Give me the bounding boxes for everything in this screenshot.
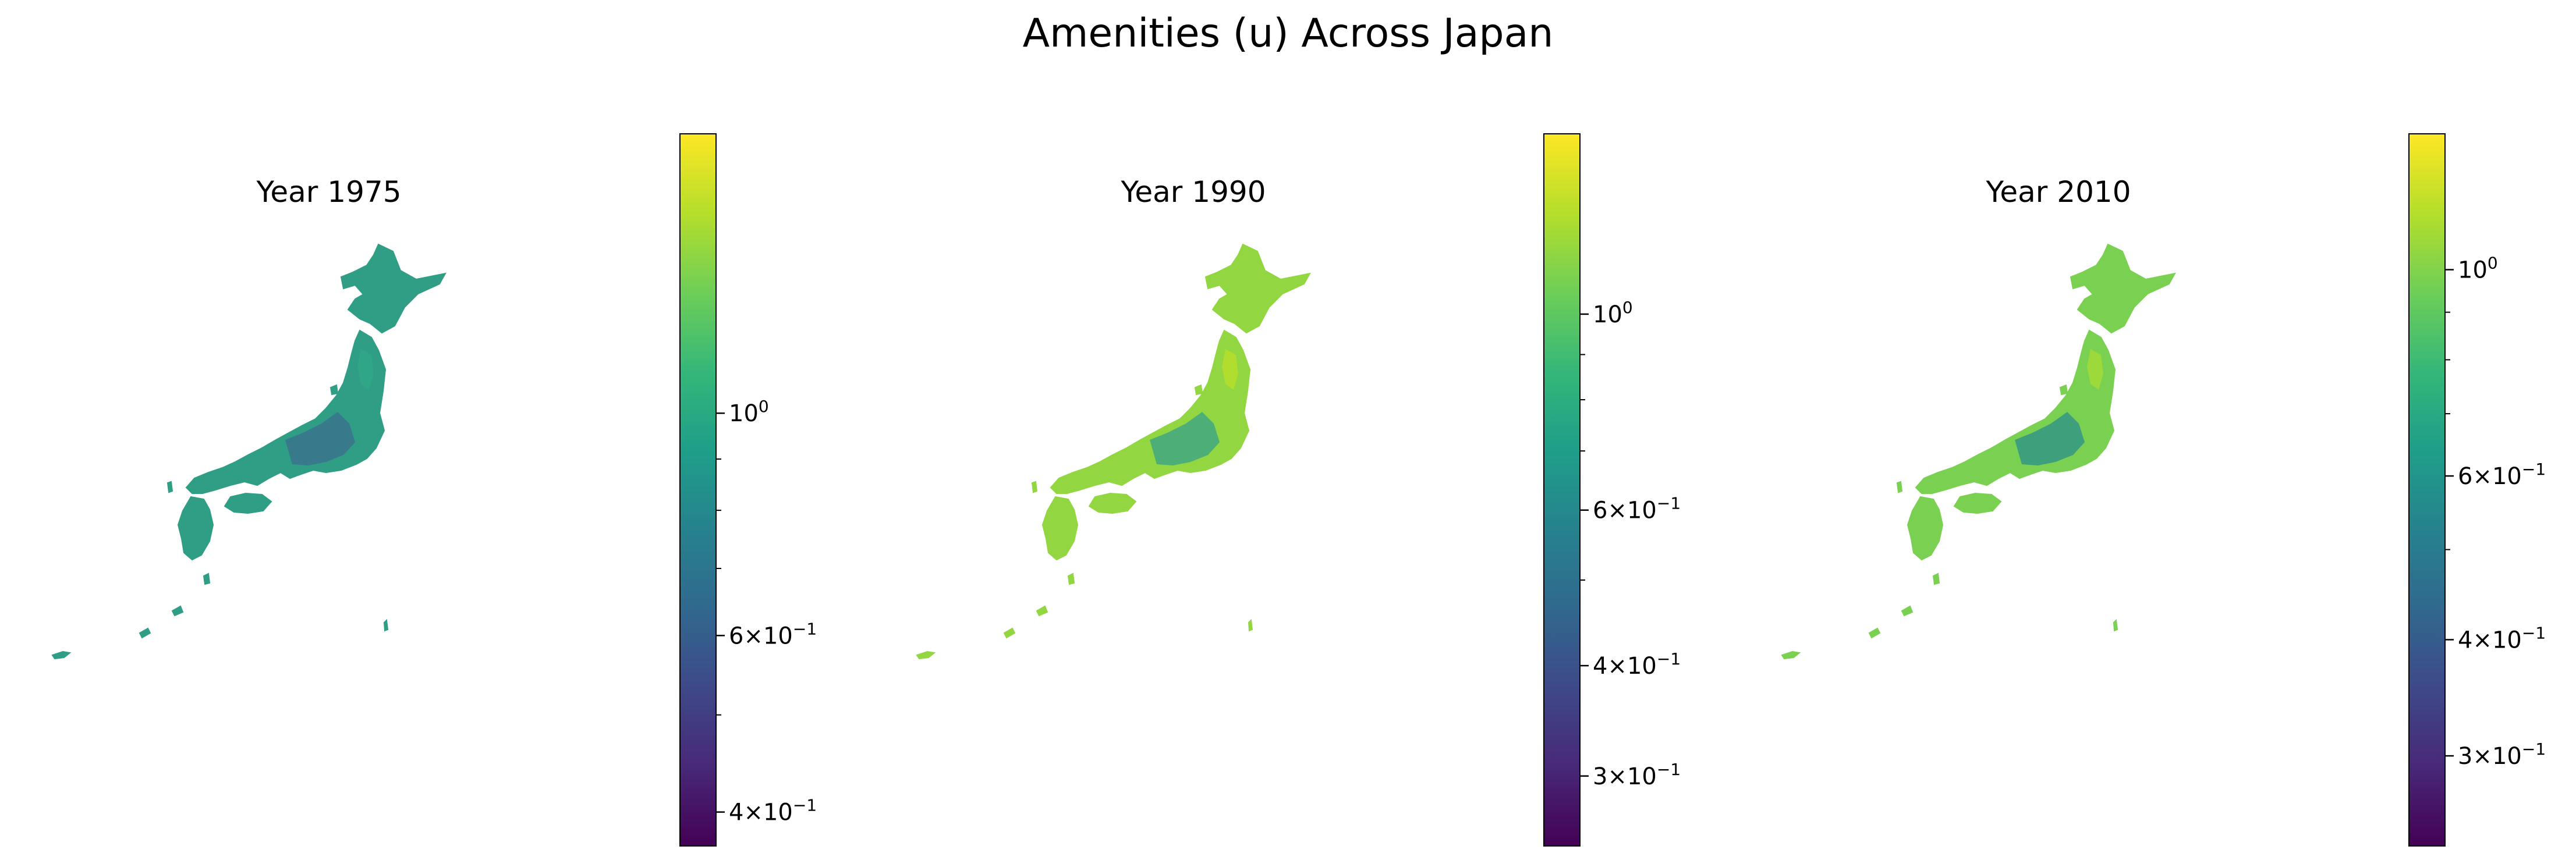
colorbar [1543, 133, 1581, 847]
okinawa-island [1868, 627, 1881, 639]
tsushima-island [1896, 481, 1903, 493]
tohoku-region [357, 349, 374, 390]
colorbar-tick-label: 100 [729, 397, 769, 427]
panel-title-1975: Year 1975 [256, 175, 402, 209]
japan-map [51, 243, 447, 660]
sado-island [329, 384, 339, 396]
figure-title: Amenities (u) Across Japan [1022, 10, 1554, 56]
hokkaido-island [340, 243, 447, 334]
colorbar [2408, 133, 2446, 847]
kanto-kinki-region [2015, 412, 2085, 465]
tohoku-region [1222, 349, 1238, 390]
amami-island [1036, 605, 1048, 617]
hokkaido-island [1204, 243, 1311, 334]
amami-island [1901, 605, 1914, 617]
shikoku-island [1088, 492, 1137, 514]
panel-2: 100 6×10−1 4×10−1 3×10−1 [1781, 133, 2546, 847]
honshu-island [185, 329, 387, 494]
shikoku-island [1953, 492, 2002, 514]
yaeyama-islands [51, 650, 72, 660]
kanto-kinki-region [285, 412, 355, 465]
hokkaido-island [2070, 243, 2176, 334]
tsushima-island [1031, 481, 1038, 493]
kyushu-island [1907, 496, 1944, 561]
izu-islands [383, 618, 389, 632]
colorbar-tick-label: 3×10−1 [2458, 739, 2546, 770]
panel-title-2010: Year 2010 [1986, 175, 2131, 209]
japan-map [1781, 243, 2176, 660]
colorbar-tick-label: 4×10−1 [729, 796, 817, 826]
okinawa-island [1003, 627, 1016, 639]
colorbar-tick-label: 4×10−1 [1593, 649, 1681, 680]
panel-title-1990: Year 1990 [1121, 175, 1266, 209]
honshu-island [1915, 329, 2116, 494]
colorbar-tick-label: 6×10−1 [1593, 494, 1681, 524]
tanegashima-island [1067, 573, 1075, 585]
honshu-island [1050, 329, 1251, 494]
panel-1: 100 6×10−1 4×10−1 3×10−1 [916, 133, 1681, 847]
okinawa-island [139, 627, 151, 639]
kyushu-island [177, 496, 214, 561]
colorbar-tick-label: 4×10−1 [2458, 623, 2546, 653]
tanegashima-island [1932, 573, 1940, 585]
sado-island [2059, 384, 2068, 396]
tanegashima-island [203, 573, 211, 585]
izu-islands [2113, 618, 2118, 632]
colorbar-tick-label: 6×10−1 [2458, 460, 2546, 490]
colorbar-tick-label: 6×10−1 [729, 619, 817, 649]
colorbar-tick-label: 100 [1593, 298, 1633, 328]
sado-island [1194, 384, 1203, 396]
colorbar-tick-label: 3×10−1 [1593, 760, 1681, 790]
shikoku-island [224, 492, 272, 514]
kanto-kinki-region [1150, 412, 1220, 465]
panel-0: 100 6×10−1 4×10−1 [51, 133, 817, 847]
kyushu-island [1041, 496, 1079, 561]
amami-island [171, 605, 184, 617]
colorbar-tick-label: 100 [2458, 254, 2498, 284]
tsushima-island [166, 481, 173, 493]
izu-islands [1248, 618, 1253, 632]
yaeyama-islands [1781, 650, 1801, 660]
yaeyama-islands [916, 650, 936, 660]
tohoku-region [2087, 349, 2103, 390]
colorbar [679, 133, 717, 847]
japan-map [916, 243, 1311, 660]
